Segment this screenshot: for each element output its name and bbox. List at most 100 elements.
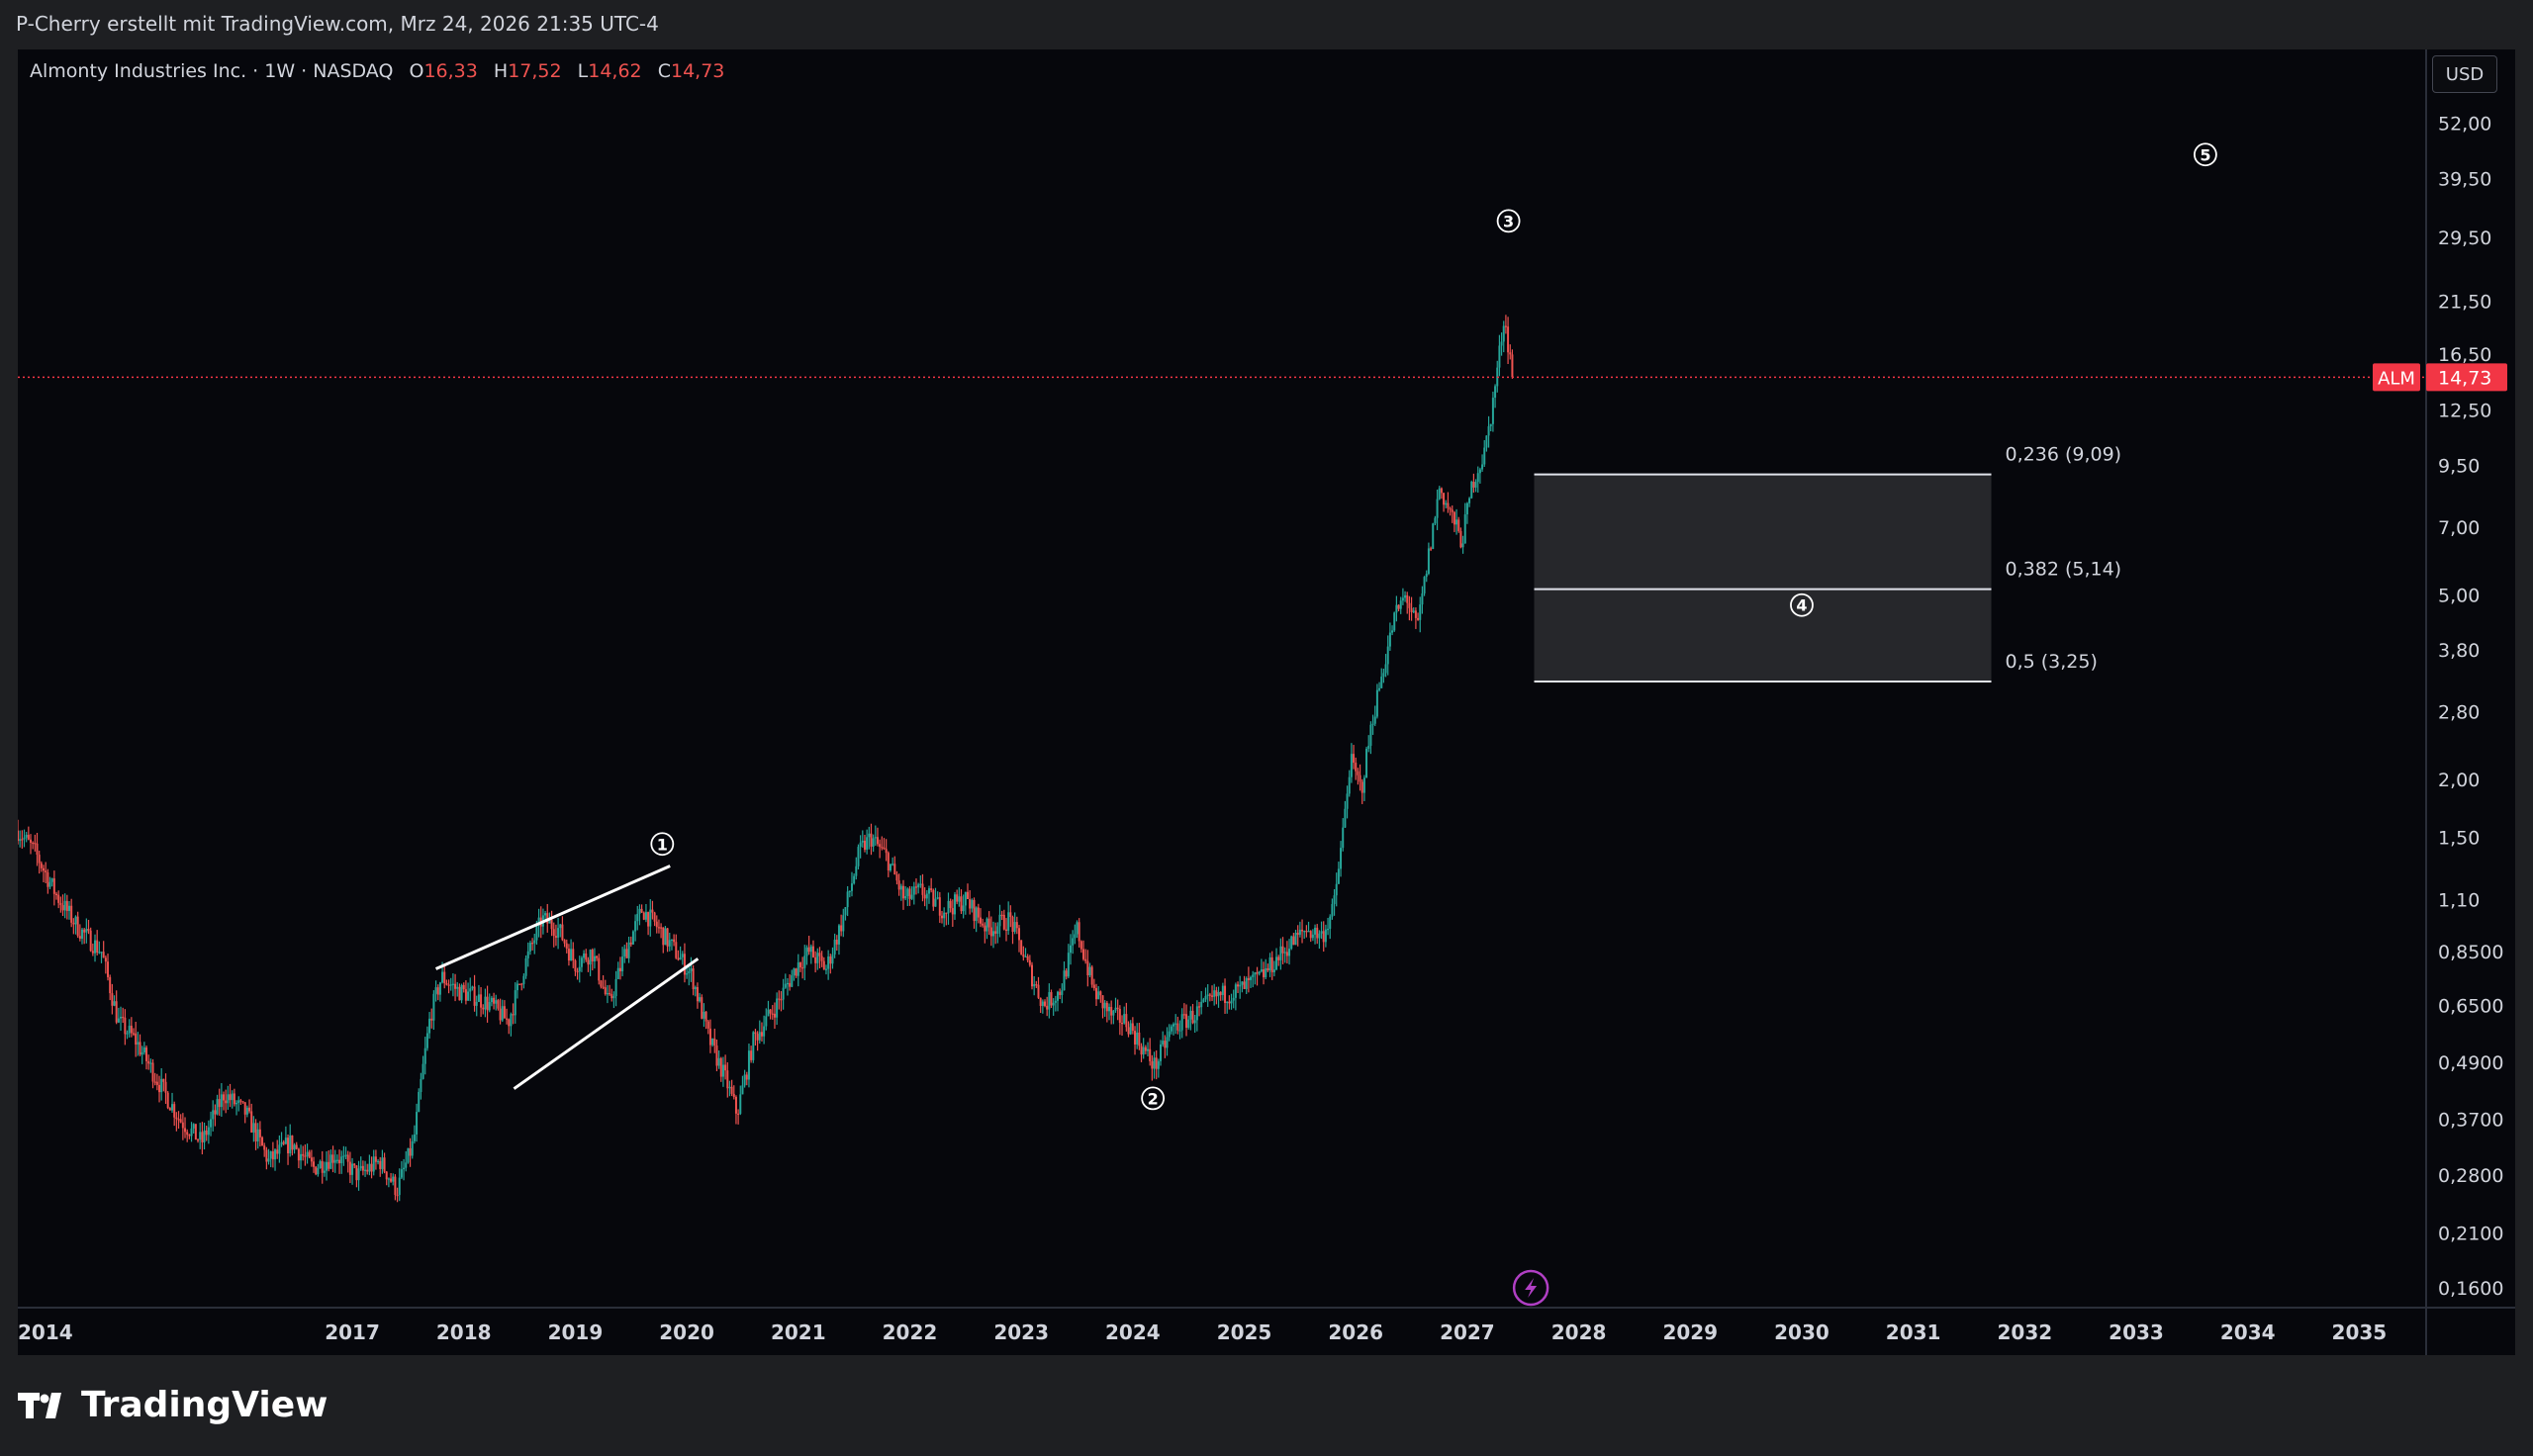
candle [27, 826, 30, 841]
candle [728, 1080, 731, 1097]
candle-body [883, 847, 886, 850]
price-chart[interactable]: 0,236 (9,09) 0,382 (5,14) 0,5 (3,25) 1 2 3 4 5… [17, 49, 2515, 1355]
candle-body [979, 917, 982, 924]
candle-body [872, 838, 875, 847]
candle [750, 1046, 753, 1063]
candle [840, 914, 843, 937]
candle-body [1507, 326, 1510, 353]
candle [30, 834, 33, 855]
candle-body [1013, 922, 1016, 933]
candle-body [1404, 594, 1407, 598]
symbol-legend[interactable]: Almonty Industries Inc. · 1W · NASDAQ O1… [30, 60, 724, 82]
candle [866, 829, 869, 855]
candle [1327, 917, 1330, 936]
candle-body [243, 1102, 246, 1115]
candle-body [820, 956, 823, 961]
candle [651, 900, 654, 920]
candle [1337, 862, 1340, 884]
candle-body [863, 840, 866, 851]
candle [1059, 988, 1062, 999]
candle-body [681, 954, 684, 957]
tradingview-logo[interactable]: TradingView [18, 1385, 328, 1425]
candle-body [1357, 771, 1360, 775]
candle [1046, 996, 1049, 1017]
y-tick-label: 0,2100 [2438, 1224, 2503, 1245]
candle-body [975, 907, 978, 922]
fib-level-label: 0,236 (9,09) [2006, 444, 2122, 466]
candle [528, 940, 531, 956]
candle [313, 1156, 316, 1173]
candle [704, 1011, 707, 1030]
candle-body [477, 994, 480, 1002]
candle [934, 887, 937, 907]
candle [254, 1119, 257, 1150]
x-tick-label: 2021 [771, 1320, 826, 1344]
candle-body [750, 1050, 753, 1060]
candle [1474, 479, 1477, 493]
candle [1028, 955, 1031, 967]
candle [115, 990, 118, 1025]
candle [514, 982, 516, 1024]
candle [57, 890, 60, 909]
candle-body [400, 1169, 403, 1178]
indicator-marker[interactable] [1512, 1269, 1549, 1307]
candle-body [910, 894, 913, 899]
candle-body [987, 918, 990, 928]
x-tick-label: 2014 [18, 1320, 73, 1344]
y-tick-label: 52,00 [2438, 114, 2491, 136]
candle-body [396, 1194, 399, 1197]
candle-body [574, 960, 577, 971]
candle [552, 922, 555, 948]
candle [814, 951, 817, 973]
candle-body [861, 840, 864, 843]
candle [109, 974, 112, 1001]
candle [45, 862, 47, 883]
candle [451, 973, 454, 997]
candle-body [754, 1032, 757, 1035]
candle [1507, 317, 1510, 365]
candle [1138, 1023, 1141, 1050]
elliott-wave-labels[interactable]: 1 2 3 4 5 [650, 142, 2217, 1111]
trend-lines[interactable] [434, 864, 700, 1090]
candle-body [807, 947, 810, 953]
candle [574, 958, 577, 976]
candle [660, 923, 663, 939]
fibonacci-retracement[interactable]: 0,236 (9,09) 0,382 (5,14) 0,5 (3,25) [1534, 444, 2122, 682]
candle-body [475, 1001, 478, 1006]
candle-body [27, 834, 30, 840]
candle [1367, 735, 1370, 753]
price-axis[interactable]: 52,00 39,50 29,50 21,50 16,50 12,50 9,50 7,00 5,… [2438, 114, 2503, 1300]
y-tick-label: 2,80 [2438, 701, 2480, 723]
tradingview-logo-text: TradingView [81, 1385, 328, 1425]
candle [295, 1141, 298, 1150]
candle [422, 1055, 424, 1080]
candle [329, 1149, 332, 1170]
candle [1263, 961, 1266, 985]
legend-low-value: 14,62 [588, 60, 641, 82]
currency-button[interactable]: USD [2432, 55, 2497, 93]
candle-body [38, 855, 41, 864]
candle-body [1147, 1048, 1150, 1051]
candle [580, 956, 583, 972]
candle-body [348, 1161, 351, 1175]
candle [1245, 976, 1248, 995]
candle-body [600, 980, 603, 987]
x-tick-label: 2026 [1328, 1320, 1383, 1344]
candle [348, 1151, 351, 1184]
candle-body [394, 1176, 397, 1195]
candle-body [893, 864, 896, 875]
candle [848, 890, 851, 898]
candle [811, 940, 814, 958]
candle [186, 1129, 189, 1142]
candle [1136, 1023, 1139, 1049]
candle-body [469, 988, 472, 992]
candle [824, 964, 827, 975]
candle-body [91, 951, 94, 954]
chart-frame[interactable]: 0,236 (9,09) 0,382 (5,14) 0,5 (3,25) 1 2 3 4 5… [17, 49, 2515, 1355]
candle [673, 934, 676, 947]
candle-body [1237, 984, 1240, 987]
candle [1140, 1043, 1143, 1062]
x-tick-label: 2017 [325, 1320, 380, 1344]
time-axis[interactable]: 2014 2017 2018 2019 2020 2021 2022 2023 2024 2025… [18, 1320, 2387, 1344]
candle-body [443, 971, 446, 983]
